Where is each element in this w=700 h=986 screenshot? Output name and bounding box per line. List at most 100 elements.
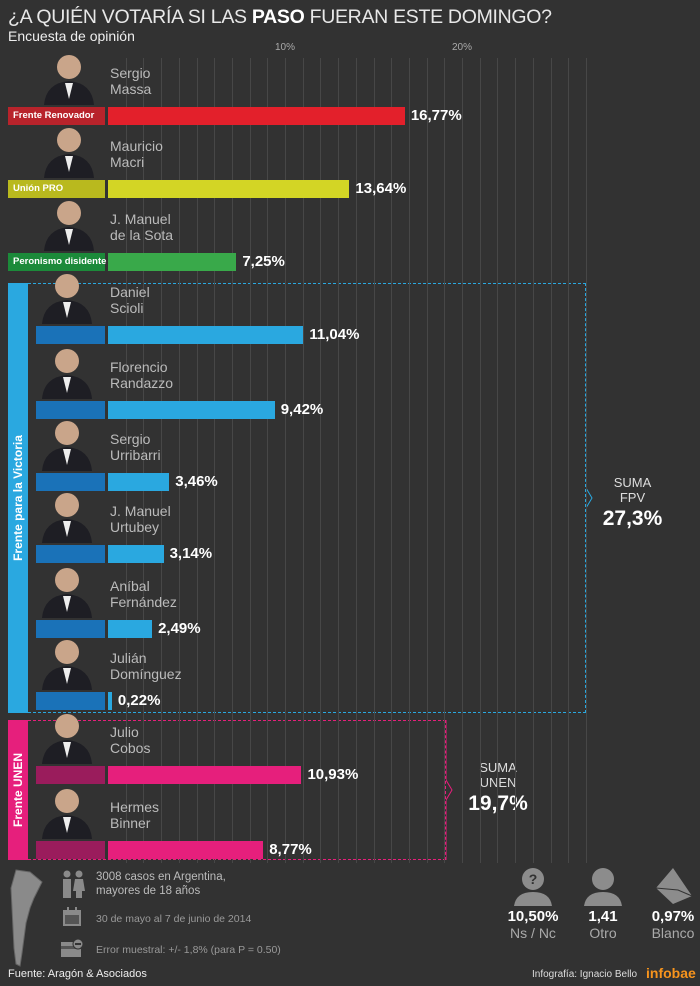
credit-text: Infografía: Ignacio Bello <box>532 969 638 980</box>
candidate-last-name: Domínguez <box>110 666 182 682</box>
gridline <box>231 58 233 863</box>
sample-info: 3008 casos en Argentina, mayores de 18 añ… <box>96 870 226 898</box>
gridline <box>249 58 251 863</box>
value-label: 3,46% <box>175 473 218 490</box>
candidate-first-name: Aníbal <box>110 578 150 594</box>
sum-value: 27,3% <box>602 507 663 530</box>
candidate-first-name: J. Manuel <box>110 211 171 227</box>
question-person-icon: ? <box>508 866 558 911</box>
gridline <box>444 58 446 863</box>
candidate-last-name: Randazzo <box>110 375 174 391</box>
candidate-first-name: Julián <box>110 650 147 666</box>
candidate-last-name: Scioli <box>110 300 144 316</box>
bar <box>108 841 264 859</box>
stat-value: 0,97% <box>651 908 695 925</box>
people-icon <box>60 870 86 903</box>
gridline <box>125 58 127 863</box>
sample-text: mayores de 18 años <box>96 885 201 897</box>
candidate-last-name: de la Sota <box>110 227 174 243</box>
sum-label: FPV <box>619 490 646 505</box>
group-label: Frente UNEN <box>11 752 26 828</box>
bar <box>108 107 405 125</box>
gridline <box>408 58 410 863</box>
candidate-photo <box>38 193 100 251</box>
group-label: Frente para la Victoria <box>11 435 25 561</box>
sum-label: SUMA <box>613 475 652 490</box>
candidate-photo <box>36 341 98 399</box>
value-label: 11,04% <box>309 326 360 343</box>
stat-1: 1,41 Otro <box>568 908 638 941</box>
infobae-logo: infobae <box>646 965 696 981</box>
gridline <box>143 58 145 863</box>
stat-label: Blanco <box>651 925 695 941</box>
bar <box>108 766 302 784</box>
candidate-photo <box>36 560 98 618</box>
x-tick-label: 20% <box>451 42 473 53</box>
error-text: Error muestral: +/- 1,8% (para P = 0.50) <box>96 944 281 956</box>
bar <box>108 620 153 638</box>
value-label: 16,77% <box>410 107 462 124</box>
gridline <box>497 58 499 863</box>
value-label: 2,49% <box>158 620 201 637</box>
gridline <box>196 58 198 863</box>
stat-0: 10,50% Ns / Nc <box>498 908 568 941</box>
value-label: 9,42% <box>280 401 324 418</box>
calendar-icon <box>62 907 82 932</box>
gridline <box>285 58 286 863</box>
group-tag-unen: Frente UNEN <box>8 720 28 860</box>
bar <box>108 253 237 271</box>
group-box-fpv <box>28 283 586 713</box>
value-label: 3,14% <box>169 545 213 562</box>
gridline <box>355 58 357 863</box>
party-label: Frente Renovador <box>8 107 105 125</box>
gridline <box>585 58 587 863</box>
candidate-photo <box>36 632 98 690</box>
gridline <box>161 58 163 863</box>
candidate-photo <box>36 266 98 324</box>
candidate-last-name: Urribarri <box>110 447 161 463</box>
value-label: 7,25% <box>242 253 285 270</box>
candidate-first-name: Florencio <box>110 359 168 375</box>
chart-title: ¿A QUIÉN VOTARÍA SI LAS PASO FUERAN ESTE… <box>8 6 552 29</box>
bar <box>108 692 112 710</box>
dates-text: 30 de mayo al 7 de junio de 2014 <box>96 913 252 925</box>
chart-subtitle: Encuesta de opinión <box>8 28 135 44</box>
candidate-photo <box>38 120 100 178</box>
gridline <box>214 58 216 863</box>
stat-label: Otro <box>589 925 617 941</box>
bar <box>108 473 170 491</box>
group-tag-fpv: Frente para la Victoria <box>8 283 28 713</box>
candidate-first-name: Mauricio <box>110 138 163 154</box>
candidate-first-name: Julio <box>110 724 139 740</box>
x-tick-label: 10% <box>274 42 296 53</box>
gridline <box>338 58 340 863</box>
gridline <box>550 58 552 863</box>
envelope-icon <box>648 866 698 911</box>
gridline <box>426 58 428 863</box>
bracket-unen <box>445 720 454 860</box>
candidate-first-name: Sergio <box>110 431 151 447</box>
candidate-last-name: Binner <box>110 815 151 831</box>
gridline <box>568 58 570 863</box>
group-stub <box>36 692 105 710</box>
candidate-first-name: Sergio <box>110 65 151 81</box>
person-icon <box>578 866 628 911</box>
candidate-photo <box>36 781 98 839</box>
sum-fpv: SUMA FPV 27,3% <box>595 475 670 533</box>
group-stub <box>36 401 105 419</box>
bracket-fpv <box>585 283 594 713</box>
bar <box>108 545 164 563</box>
group-stub <box>36 841 105 859</box>
value-label: 0,22% <box>117 692 161 709</box>
candidate-photo <box>36 485 98 543</box>
group-stub <box>36 545 105 563</box>
candidate-last-name: Fernández <box>110 594 177 610</box>
candidate-photo <box>36 706 98 764</box>
bar <box>108 326 304 344</box>
argentina-map-icon <box>8 868 48 968</box>
gridline <box>302 58 304 863</box>
party-label: Unión PRO <box>8 180 105 198</box>
gridline <box>178 58 180 863</box>
group-stub <box>36 620 105 638</box>
bar <box>108 401 275 419</box>
